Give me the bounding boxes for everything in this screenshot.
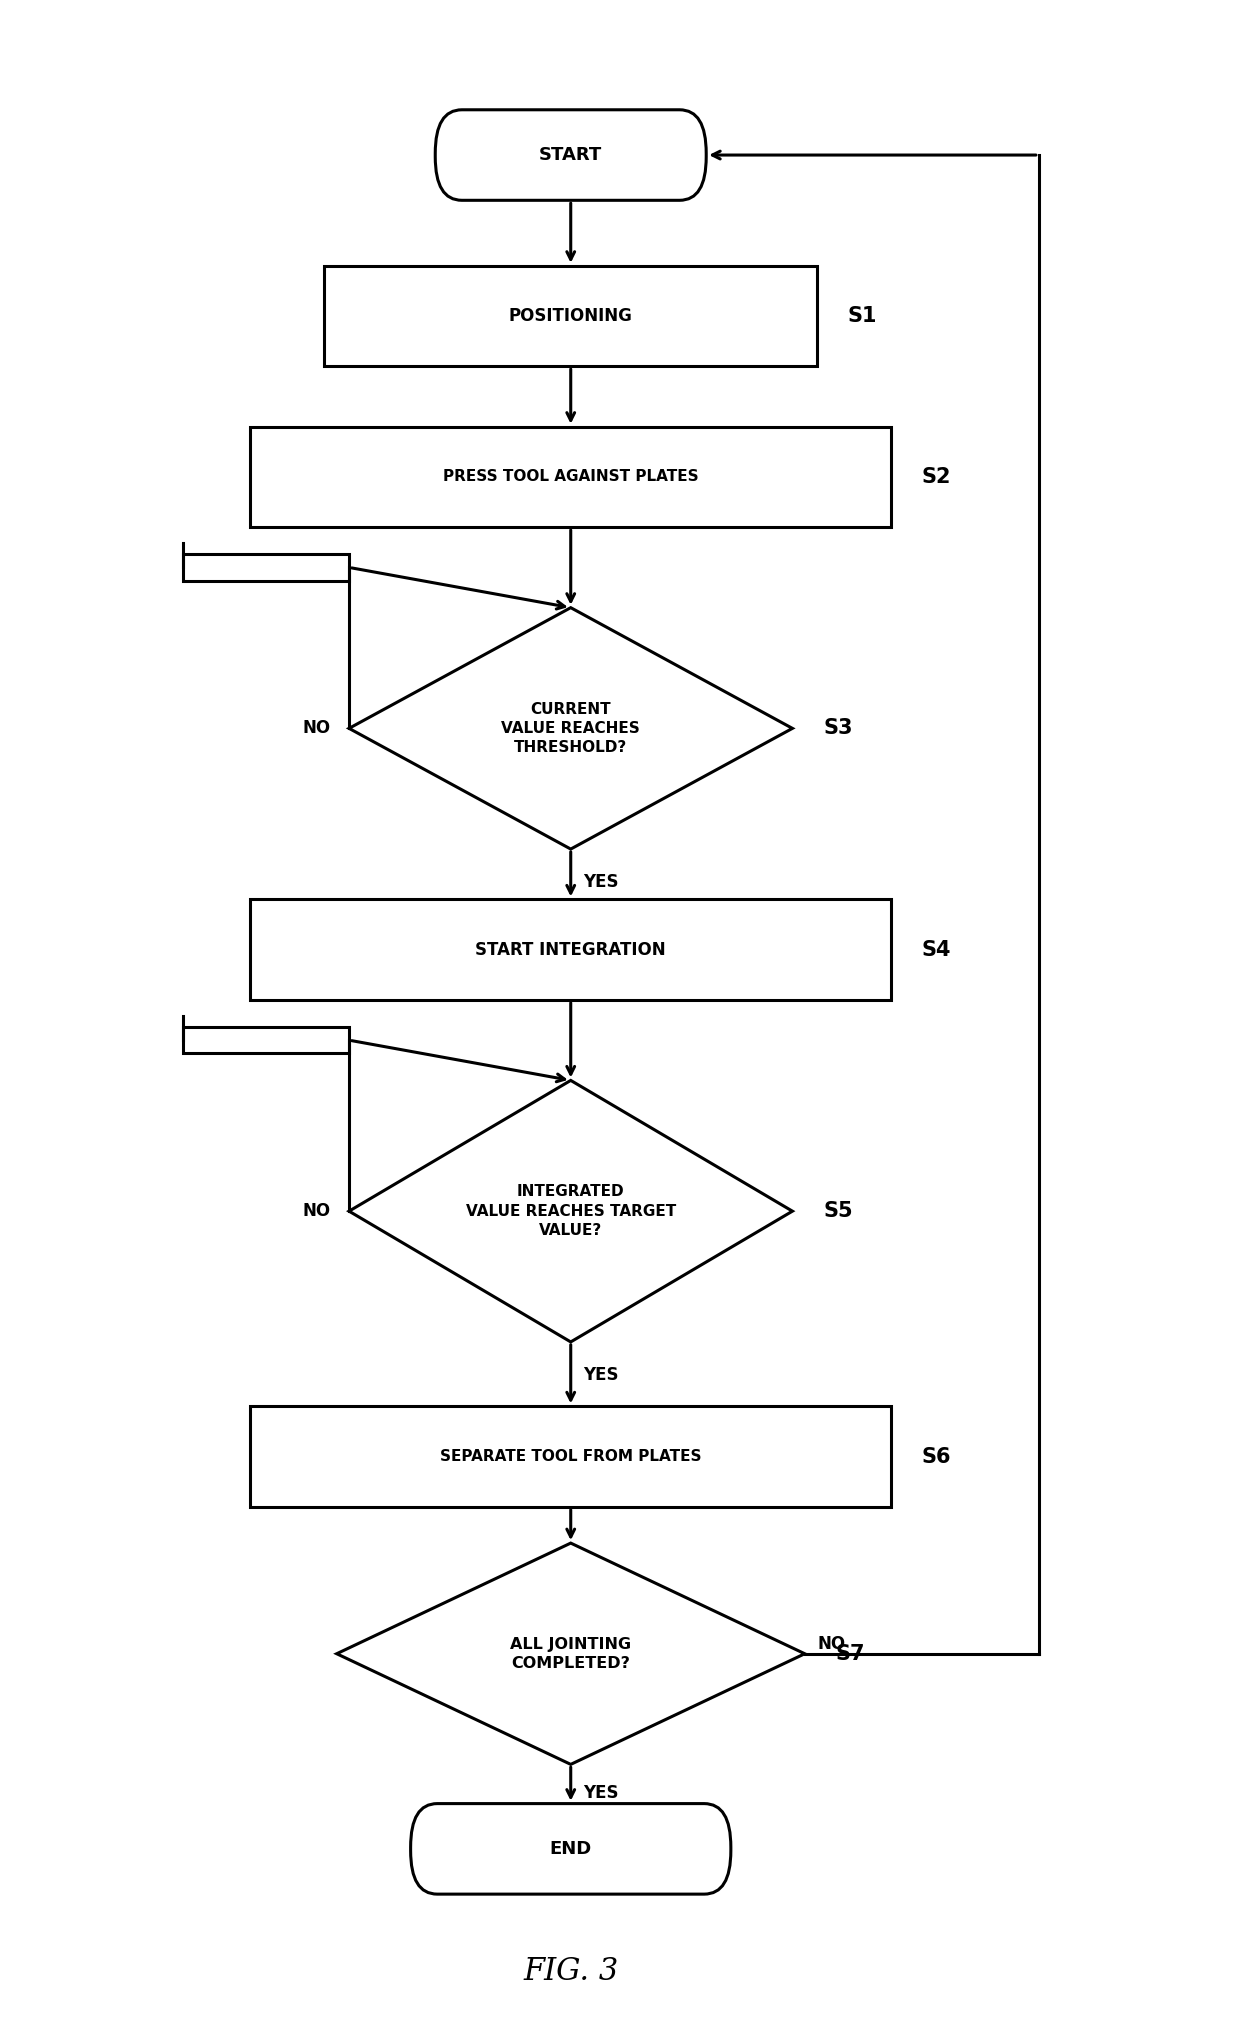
Text: S4: S4 xyxy=(921,939,951,960)
Bar xyxy=(250,1406,892,1507)
Bar xyxy=(250,899,892,1000)
Bar xyxy=(182,1026,348,1054)
Text: END: END xyxy=(549,1840,591,1858)
Text: S1: S1 xyxy=(848,305,878,325)
Text: YES: YES xyxy=(583,1784,619,1802)
Text: S7: S7 xyxy=(836,1644,866,1664)
Text: START INTEGRATION: START INTEGRATION xyxy=(475,941,666,960)
Polygon shape xyxy=(348,608,792,848)
Bar xyxy=(182,553,348,580)
Text: START: START xyxy=(539,145,603,164)
Text: S2: S2 xyxy=(921,467,951,487)
Text: ALL JOINTING
COMPLETED?: ALL JOINTING COMPLETED? xyxy=(510,1636,631,1671)
FancyBboxPatch shape xyxy=(410,1804,730,1895)
Polygon shape xyxy=(348,1081,792,1341)
Text: INTEGRATED
VALUE REACHES TARGET
VALUE?: INTEGRATED VALUE REACHES TARGET VALUE? xyxy=(465,1184,676,1238)
FancyBboxPatch shape xyxy=(435,109,707,200)
Bar xyxy=(325,267,817,366)
Text: S5: S5 xyxy=(823,1202,853,1222)
Text: CURRENT
VALUE REACHES
THRESHOLD?: CURRENT VALUE REACHES THRESHOLD? xyxy=(501,701,640,755)
Text: NO: NO xyxy=(817,1634,846,1652)
Text: POSITIONING: POSITIONING xyxy=(508,307,632,325)
Polygon shape xyxy=(337,1543,805,1763)
Text: YES: YES xyxy=(583,1366,619,1384)
Text: FIG. 3: FIG. 3 xyxy=(523,1955,619,1988)
Text: S6: S6 xyxy=(921,1446,951,1467)
Text: NO: NO xyxy=(303,719,331,737)
Text: NO: NO xyxy=(303,1202,331,1220)
Text: YES: YES xyxy=(583,873,619,891)
Bar xyxy=(250,426,892,527)
Text: SEPARATE TOOL FROM PLATES: SEPARATE TOOL FROM PLATES xyxy=(440,1448,702,1464)
Text: PRESS TOOL AGAINST PLATES: PRESS TOOL AGAINST PLATES xyxy=(443,469,698,485)
Text: S3: S3 xyxy=(823,719,853,739)
